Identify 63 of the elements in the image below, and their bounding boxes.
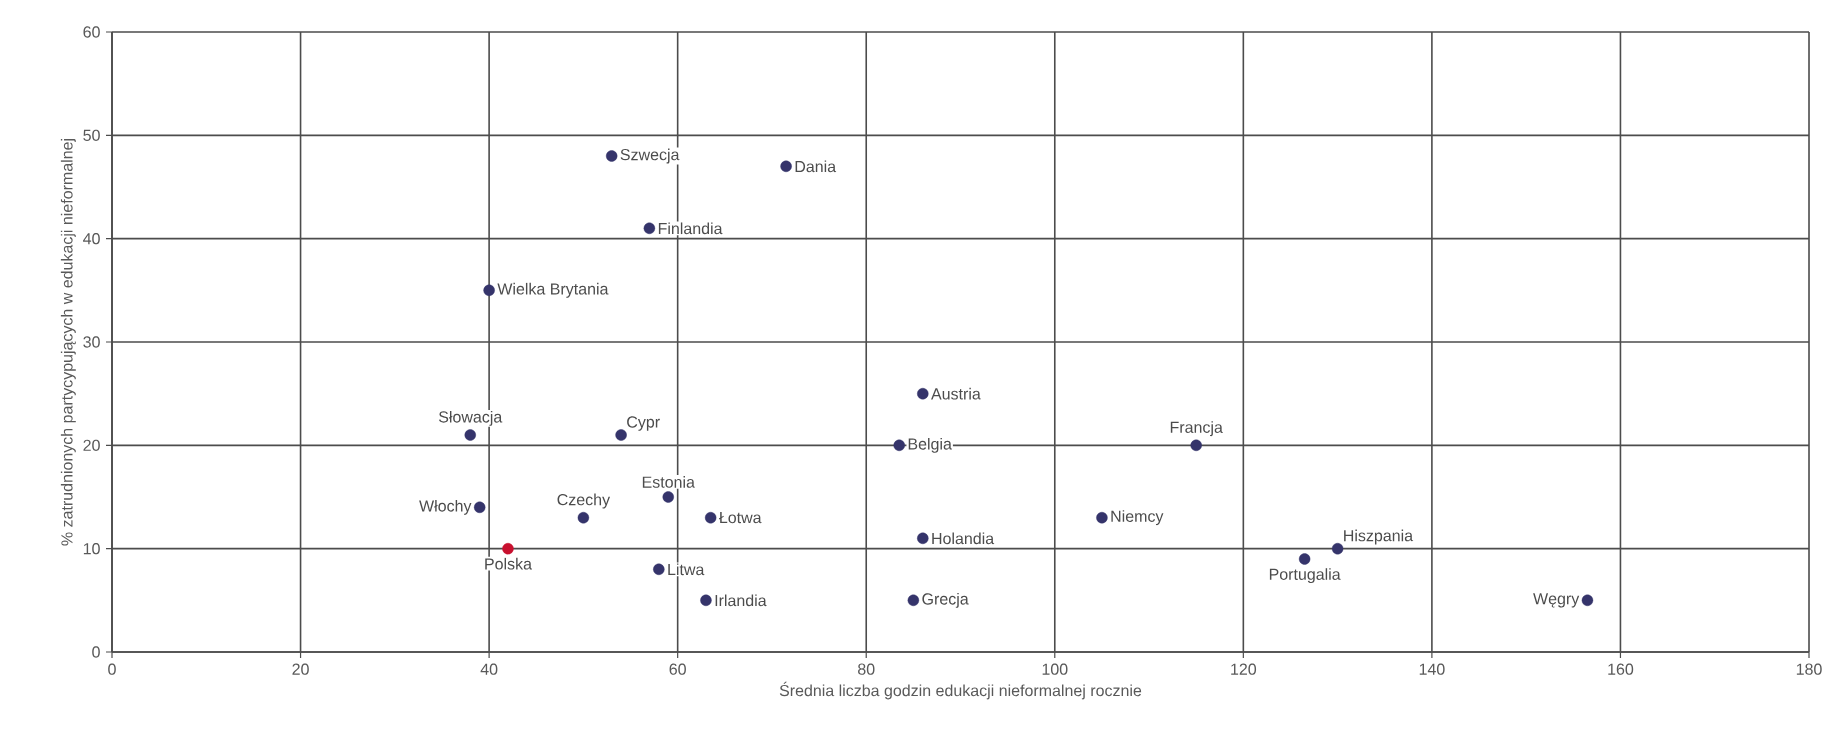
annotation: Belgia (908, 437, 952, 453)
x-tick-label: 80 (858, 663, 875, 675)
point (1331, 542, 1344, 555)
y-tick-label: 30 (83, 336, 100, 348)
annotation: Łotwa (719, 512, 762, 524)
point (704, 511, 717, 524)
y-tick-label: 10 (83, 543, 100, 555)
point (1190, 439, 1202, 452)
annotation: Wielka Brytania (497, 282, 609, 298)
x-tick-label: 180 (1796, 663, 1822, 675)
point (917, 532, 929, 545)
annotation: Estonia (642, 476, 695, 488)
point (662, 491, 674, 503)
x-tick-label: 140 (1419, 663, 1445, 675)
y-tick-label: 0 (92, 646, 100, 658)
point (473, 501, 486, 514)
x-tick-label: 120 (1231, 663, 1257, 675)
annotation: Holandia (932, 532, 995, 545)
point (700, 594, 712, 607)
annotation: Cypr (627, 416, 660, 431)
annotation: Portugalia (1269, 568, 1341, 584)
point (577, 511, 590, 524)
x-tick-label: 160 (1608, 663, 1634, 675)
x-axis-title: Średnia liczba godzin edukacji nieformalnej rocznie (779, 681, 1142, 700)
y-tick-label: 50 (83, 129, 100, 141)
x-tick-label: 20 (292, 663, 309, 675)
annotation: Szwecja (620, 148, 680, 164)
point (643, 222, 656, 235)
y-axis-title: % zatrudnionych partycypujących w edukacji nieformalnej (60, 139, 76, 546)
annotation: Dania (795, 160, 837, 173)
point (893, 439, 905, 452)
y-tick-label: 20 (83, 439, 100, 451)
x-tick-label: 0 (108, 663, 116, 675)
annotation: Hiszpania (1344, 529, 1414, 545)
x-tick-label: 40 (480, 663, 498, 675)
point (605, 150, 618, 162)
annotation: Finlandia (658, 222, 723, 235)
point (1581, 594, 1594, 607)
annotation: Polska (485, 557, 532, 570)
annotation: Irlandia (715, 594, 767, 607)
point (502, 542, 514, 555)
annotation: Włochy (419, 499, 472, 515)
annotation: Grecja (922, 592, 969, 608)
point (1096, 511, 1108, 524)
annotation: Austria (931, 387, 981, 400)
annotation: Francja (1170, 421, 1223, 437)
point (780, 160, 792, 173)
y-tick-label: 60 (83, 26, 100, 38)
annotation: Słowacja (438, 410, 503, 426)
annotation: Węgry (1533, 593, 1580, 608)
point (1298, 553, 1311, 565)
x-tick-label: 100 (1042, 663, 1068, 675)
annotation: Niemcy (1111, 510, 1164, 526)
point (653, 563, 665, 576)
point (907, 594, 920, 607)
point (483, 284, 495, 297)
annotation: Litwa (668, 563, 705, 576)
point (464, 429, 476, 441)
point (615, 429, 627, 441)
annotation: Czechy (557, 493, 611, 509)
x-tick-label: 60 (669, 663, 686, 675)
y-tick-label: 40 (83, 233, 100, 245)
point (917, 387, 929, 400)
